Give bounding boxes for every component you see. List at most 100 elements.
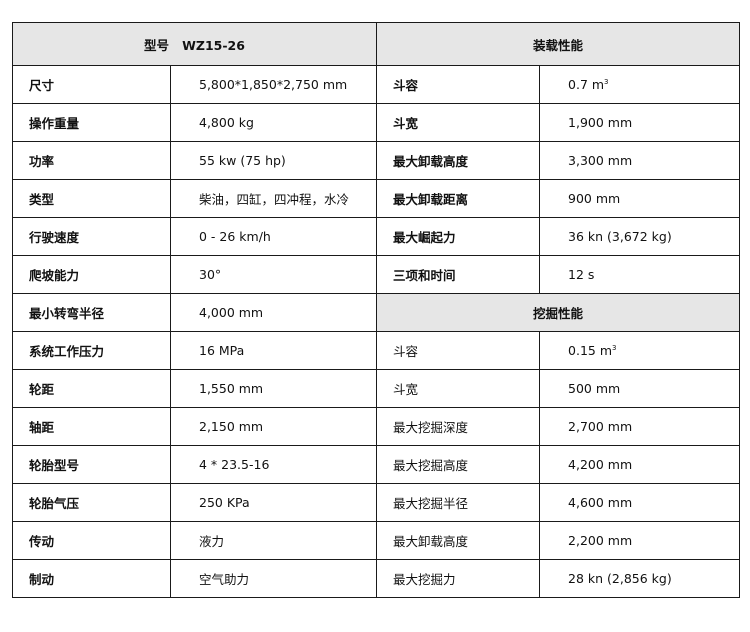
spec-value-text: 空气助力 xyxy=(199,572,250,587)
digging-header: 挖掘性能 xyxy=(376,293,741,332)
loading-value-text: 1,900 mm xyxy=(568,115,633,130)
spec-value: 16 MPa xyxy=(169,331,378,370)
digging-header-text: 挖掘性能 xyxy=(533,306,584,321)
table-row: 功率 55 kw (75 hp) 最大卸载高度 3,300 mm xyxy=(12,141,741,180)
table-row: 轮胎气压 250 KPa 最大挖掘半径 4,600 mm xyxy=(12,483,741,522)
table-row: 操作重量 4,800 kg 斗宽 1,900 mm xyxy=(12,103,741,142)
digging-value: 0.15 m3 xyxy=(539,331,741,370)
table-row: 系统工作压力 16 MPa 斗容 0.15 m3 xyxy=(12,331,741,370)
digging-label-text: 斗宽 xyxy=(393,382,419,397)
spec-value-text: 0 - 26 km/h xyxy=(199,229,271,244)
loading-label-text: 最大崛起力 xyxy=(393,230,456,245)
table-row: 行驶速度 0 - 26 km/h 最大崛起力 36 kn (3,672 kg) xyxy=(12,217,741,256)
spec-label-text: 类型 xyxy=(29,192,55,207)
spec-label-text: 轮胎型号 xyxy=(29,458,80,473)
spec-value-text: 55 kw (75 hp) xyxy=(199,153,286,168)
digging-value-text: 0.15 m xyxy=(568,343,612,358)
table-row: 轮胎型号 4 * 23.5-16 最大挖掘高度 4,200 mm xyxy=(12,445,741,484)
table-row: 轴距 2,150 mm 最大挖掘深度 2,700 mm xyxy=(12,407,741,446)
spec-value-text: 250 KPa xyxy=(199,495,250,510)
model-name: WZ15-26 xyxy=(182,37,245,53)
digging-label-text: 最大卸载高度 xyxy=(393,534,469,549)
loading-value-text: 12 s xyxy=(568,267,595,282)
superscript: 3 xyxy=(612,343,617,352)
header-row: 型号 WZ15-26 装载性能 xyxy=(11,22,741,66)
digging-value-text: 2,200 mm xyxy=(568,533,633,548)
loading-value: 36 kn (3,672 kg) xyxy=(539,217,741,256)
digging-value: 500 mm xyxy=(539,369,741,408)
spec-value: 柴油，四缸，四冲程，水冷 xyxy=(169,179,378,218)
spec-value-text: 1,550 mm xyxy=(199,381,264,396)
spec-value: 30° xyxy=(169,255,378,294)
spec-value: 55 kw (75 hp) xyxy=(169,141,378,180)
spec-value: 4,800 kg xyxy=(169,103,378,142)
digging-value-text: 2,700 mm xyxy=(568,419,633,434)
digging-label-text: 最大挖掘高度 xyxy=(393,458,469,473)
digging-label: 最大挖掘深度 xyxy=(376,407,541,446)
spec-value: 0 - 26 km/h xyxy=(169,217,378,256)
spec-label-text: 系统工作压力 xyxy=(29,344,105,359)
spec-value-text: 4 * 23.5-16 xyxy=(199,457,270,472)
spec-label: 操作重量 xyxy=(12,103,171,142)
digging-label: 最大卸载高度 xyxy=(376,521,541,560)
loading-value: 3,300 mm xyxy=(539,141,741,180)
digging-label: 斗容 xyxy=(376,331,541,370)
digging-value: 2,700 mm xyxy=(539,407,741,446)
loading-value-text: 0.7 m xyxy=(568,77,605,92)
spec-label: 系统工作压力 xyxy=(12,331,171,370)
spec-label: 行驶速度 xyxy=(12,217,171,256)
spec-value: 1,550 mm xyxy=(169,369,378,408)
spec-label-text: 传动 xyxy=(29,534,55,549)
spec-label: 轮距 xyxy=(12,369,171,408)
spec-label: 类型 xyxy=(12,179,171,218)
spec-table: 型号 WZ15-26 装载性能 尺寸 5,800*1,850*2,750 mm 斗容… xyxy=(11,22,741,598)
spec-label-text: 功率 xyxy=(29,154,55,169)
spec-value: 5,800*1,850*2,750 mm xyxy=(169,65,378,104)
digging-label: 斗宽 xyxy=(376,369,541,408)
spec-label: 功率 xyxy=(12,141,171,180)
loading-label: 斗容 xyxy=(376,65,541,104)
spec-label: 轮胎型号 xyxy=(12,445,171,484)
spec-value-text: 2,150 mm xyxy=(199,419,264,434)
spec-value-text: 4,000 mm xyxy=(199,305,264,320)
loading-label: 最大卸载距离 xyxy=(376,179,541,218)
table-row: 轮距 1,550 mm 斗宽 500 mm xyxy=(12,369,741,408)
spec-label-text: 行驶速度 xyxy=(29,230,80,245)
spec-value: 4 * 23.5-16 xyxy=(169,445,378,484)
digging-label-text: 最大挖掘力 xyxy=(393,572,456,587)
spec-value-text: 16 MPa xyxy=(199,343,245,358)
spec-value-text: 30° xyxy=(199,267,222,282)
model-header: 型号 WZ15-26 xyxy=(11,22,378,66)
superscript: 3 xyxy=(604,77,609,86)
spec-label-text: 轮胎气压 xyxy=(29,496,80,511)
loading-value: 900 mm xyxy=(539,179,741,218)
table-row: 尺寸 5,800*1,850*2,750 mm 斗容 0.7 m3 xyxy=(12,65,741,104)
loading-label-text: 斗容 xyxy=(393,78,419,93)
table-row: 制动 空气助力 最大挖掘力 28 kn (2,856 kg) xyxy=(12,559,741,598)
spec-label: 轮胎气压 xyxy=(12,483,171,522)
table-row: 最小转弯半径 4,000 mm 挖掘性能 xyxy=(12,293,741,332)
digging-value: 4,200 mm xyxy=(539,445,741,484)
table-row: 传动 液力 最大卸载高度 2,200 mm xyxy=(12,521,741,560)
digging-value-text: 28 kn (2,856 kg) xyxy=(568,571,672,586)
loading-header: 装载性能 xyxy=(376,22,741,66)
spec-value: 空气助力 xyxy=(169,559,378,598)
digging-value: 4,600 mm xyxy=(539,483,741,522)
table-row: 爬坡能力 30° 三项和时间 12 s xyxy=(12,255,741,294)
spec-label-text: 爬坡能力 xyxy=(29,268,80,283)
loading-label-text: 斗宽 xyxy=(393,116,419,131)
loading-label: 最大崛起力 xyxy=(376,217,541,256)
spec-label-text: 轴距 xyxy=(29,420,55,435)
spec-label: 轴距 xyxy=(12,407,171,446)
loading-label: 斗宽 xyxy=(376,103,541,142)
loading-value: 1,900 mm xyxy=(539,103,741,142)
digging-value: 2,200 mm xyxy=(539,521,741,560)
digging-label-text: 斗容 xyxy=(393,344,419,359)
digging-label: 最大挖掘力 xyxy=(376,559,541,598)
table-row: 类型 柴油，四缸，四冲程，水冷 最大卸载距离 900 mm xyxy=(12,179,741,218)
spec-value-text: 5,800*1,850*2,750 mm xyxy=(199,77,348,92)
loading-label-text: 最大卸载距离 xyxy=(393,192,469,207)
digging-label-text: 最大挖掘半径 xyxy=(393,496,469,511)
digging-label: 最大挖掘半径 xyxy=(376,483,541,522)
spec-label-text: 最小转弯半径 xyxy=(29,306,105,321)
